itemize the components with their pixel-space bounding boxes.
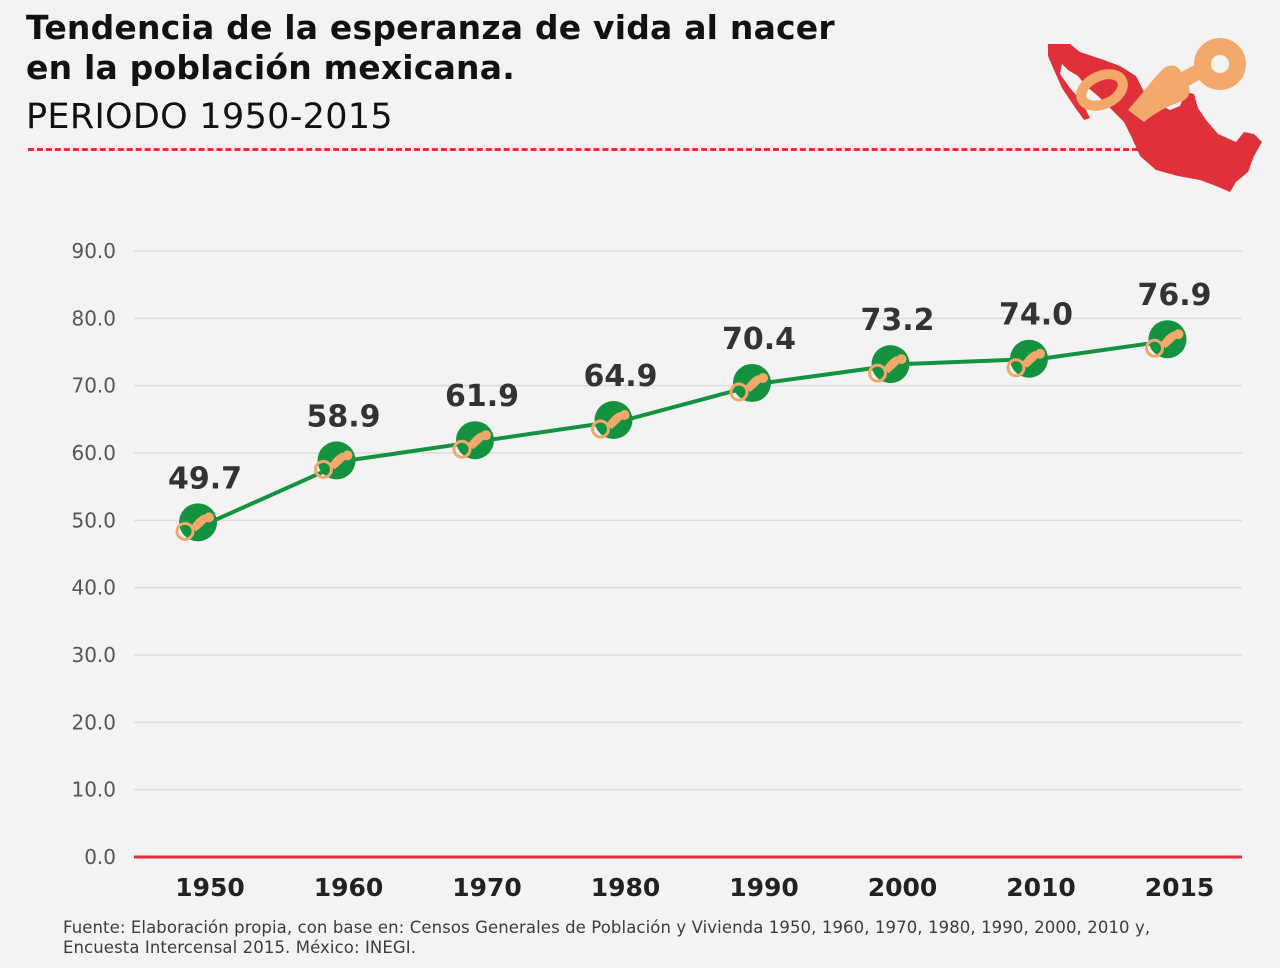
data-label: 64.9: [583, 359, 657, 394]
pacifier-shield: [468, 432, 485, 450]
pacifier-icon: [175, 512, 214, 541]
x-tick-label: 1960: [314, 873, 384, 902]
x-tick-label: 2000: [868, 873, 938, 902]
data-point-marker: [591, 401, 633, 440]
pacifier-ring: [868, 363, 887, 383]
pacifier-handle: [204, 512, 214, 523]
pacifier-icon: [729, 372, 768, 402]
y-tick-label: 0.0: [84, 845, 116, 869]
pacifier-ring: [452, 439, 472, 459]
chart-subtitle: PERIODO 1950-2015: [26, 97, 393, 137]
pacifier-shield: [745, 374, 762, 392]
x-tick-label: 1990: [729, 873, 799, 902]
pacifier-icon: [591, 410, 630, 439]
chart-title: Tendencia de la esperanza de vida al nac…: [26, 8, 986, 88]
y-tick-label: 50.0: [71, 508, 116, 532]
pacifier-icon: [1145, 329, 1184, 358]
data-point-marker: [1145, 320, 1187, 359]
chart-title-line-2: en la población mexicana.: [26, 48, 515, 87]
mexico-map-shape: [1048, 44, 1262, 192]
dashed-divider: [28, 148, 1138, 151]
pacifier-handle: [758, 372, 768, 383]
pacifier-handle: [481, 430, 491, 441]
source-line-2: Encuesta Intercensal 2015. México: INEGI…: [63, 938, 417, 957]
data-labels: 49.7 58.9 61.9 64.9 70.4 73.2 74.0 76.9: [168, 278, 1212, 496]
data-label: 61.9: [445, 379, 519, 414]
x-tick-label: 2010: [1006, 873, 1076, 902]
grid-lines: [134, 250, 1242, 791]
x-tick-label: 1980: [591, 873, 661, 902]
data-point-markers: [175, 320, 1187, 542]
pacifier-handle: [896, 354, 907, 365]
y-tick-label: 70.0: [71, 374, 116, 398]
data-label: 70.4: [722, 322, 796, 357]
data-point-marker: [314, 441, 356, 480]
data-label: 49.7: [168, 461, 242, 496]
pacifier-shield: [191, 514, 208, 532]
y-tick-label: 60.0: [71, 441, 116, 465]
y-tick-label: 90.0: [71, 239, 116, 263]
pacifier-shape: [1076, 38, 1246, 122]
pacifier-shield: [1160, 331, 1178, 349]
data-point-marker: [1006, 339, 1048, 378]
pacifier-handle: [342, 450, 353, 461]
y-tick-label: 30.0: [71, 643, 116, 667]
data-label: 74.0: [999, 298, 1073, 333]
pacifier-handle: [619, 410, 630, 421]
x-tick-label: 1950: [175, 873, 245, 902]
pacifier-shield: [329, 452, 347, 470]
pacifier-ring: [729, 382, 749, 402]
data-point-marker: [175, 503, 217, 542]
x-axis-ticks: 1950 1960 1970 1980 1990 2000 2010 2015: [175, 873, 1214, 902]
pacifier-ring: [591, 419, 610, 439]
pacifier-icon: [452, 430, 491, 459]
data-label: 73.2: [860, 303, 934, 338]
chart-title-line-1: Tendencia de la esperanza de vida al nac…: [26, 8, 835, 47]
pacifier-shield: [883, 356, 901, 374]
source-line-1: Fuente: Elaboración propia, con base en:…: [63, 918, 1151, 937]
pacifier-ring: [314, 459, 333, 479]
y-tick-label: 20.0: [71, 710, 116, 734]
y-tick-label: 80.0: [71, 306, 116, 330]
pacifier-icon: [1006, 348, 1045, 378]
pacifier-icon: [314, 450, 353, 479]
pacifier-handle: [1173, 329, 1184, 340]
pacifier-shield: [606, 412, 624, 430]
data-label: 76.9: [1137, 278, 1211, 313]
pacifier-ring: [175, 521, 195, 541]
y-tick-label: 10.0: [71, 778, 116, 802]
data-point-marker: [729, 363, 771, 402]
y-tick-label: 40.0: [71, 576, 116, 600]
data-point-marker: [868, 345, 910, 384]
source-note: Fuente: Elaboración propia, con base en:…: [63, 918, 1253, 958]
pacifier-shield: [1022, 350, 1039, 368]
mexico-map-pacifier-icon: [1040, 30, 1280, 200]
x-tick-label: 1970: [452, 873, 522, 902]
data-point-marker: [452, 421, 494, 460]
pacifier-ring: [1145, 338, 1164, 358]
x-tick-label: 2015: [1145, 873, 1215, 902]
pacifier-icon: [868, 354, 907, 383]
pacifier-ring: [1006, 358, 1026, 378]
y-axis-ticks: 0.0 10.0 20.0 30.0 40.0 50.0 60.0 70.0 80.0 90.0: [71, 239, 116, 869]
pacifier-handle: [1035, 348, 1045, 359]
data-label: 58.9: [306, 399, 380, 434]
